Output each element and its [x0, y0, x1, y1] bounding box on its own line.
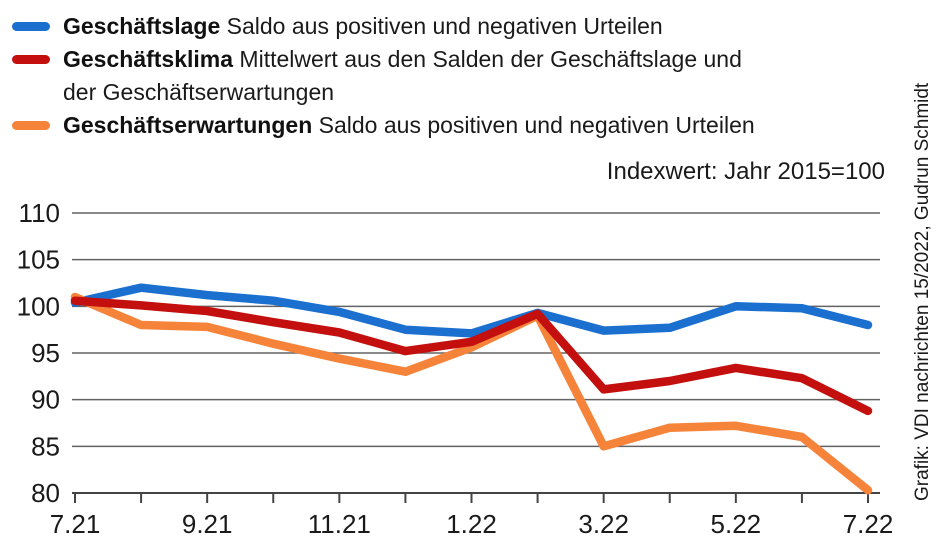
legend-desc: Mittelwert aus den Salden der Geschäftsl… [239, 46, 742, 72]
x-tick-label-11.21: 11.21 [308, 509, 371, 539]
legend-swatch-geschaeftserwartungen [12, 121, 50, 130]
legend-term: Geschäftserwartungen [63, 112, 313, 138]
legend-term: Geschäftslage [63, 13, 221, 39]
legend-item-geschaeftsklima: Geschäftsklima Mittelwert aus den Salden… [12, 43, 755, 109]
x-tick-label-7.21: 7.21 [50, 509, 101, 539]
legend-desc-line2: der Geschäftserwartungen [63, 79, 335, 105]
credit-text: Grafik: VDI nachrichten 15/2022, Gudrun … [912, 82, 933, 501]
y-tick-label-105: 105 [17, 245, 60, 275]
series-line-geschäftslage [70, 283, 873, 338]
legend-desc: Saldo aus positiven und negativen Urteil… [318, 112, 755, 138]
legend-label-geschaeftslage: Geschäftslage Saldo aus positiven und ne… [63, 10, 663, 43]
legend-desc: Saldo aus positiven und negativen Urteil… [226, 13, 663, 39]
x-tick-label-3.22: 3.22 [578, 509, 629, 539]
legend: Geschäftslage Saldo aus positiven und ne… [12, 10, 755, 142]
y-tick-label-85: 85 [31, 431, 60, 461]
y-tick-label-100: 100 [17, 291, 60, 321]
legend-swatch-geschaeftslage [12, 22, 50, 31]
x-tick-label-9.21: 9.21 [182, 509, 233, 539]
legend-term: Geschäftsklima [63, 46, 234, 72]
y-tick-label-95: 95 [31, 338, 60, 368]
legend-item-geschaeftserwartungen: Geschäftserwartungen Saldo aus positiven… [12, 109, 755, 142]
legend-label-geschaeftsklima: Geschäftsklima Mittelwert aus den Salden… [63, 43, 742, 109]
x-tick-label-5.22: 5.22 [711, 509, 762, 539]
index-base-note: Indexwert: Jahr 2015=100 [606, 158, 885, 185]
y-tick-label-110: 110 [19, 198, 60, 228]
y-tick-label-80: 80 [31, 478, 60, 508]
series-line-geschäftserwartungen [70, 292, 873, 495]
x-tick-label-7.22: 7.22 [843, 509, 894, 539]
y-tick-label-90: 90 [31, 385, 60, 415]
legend-item-geschaeftslage: Geschäftslage Saldo aus positiven und ne… [12, 10, 755, 43]
legend-swatch-geschaeftsklima [12, 55, 50, 64]
series-line-geschäftsklima [70, 296, 873, 416]
legend-label-geschaeftserwartungen: Geschäftserwartungen Saldo aus positiven… [63, 109, 755, 142]
x-tick-label-1.22: 1.22 [446, 509, 497, 539]
